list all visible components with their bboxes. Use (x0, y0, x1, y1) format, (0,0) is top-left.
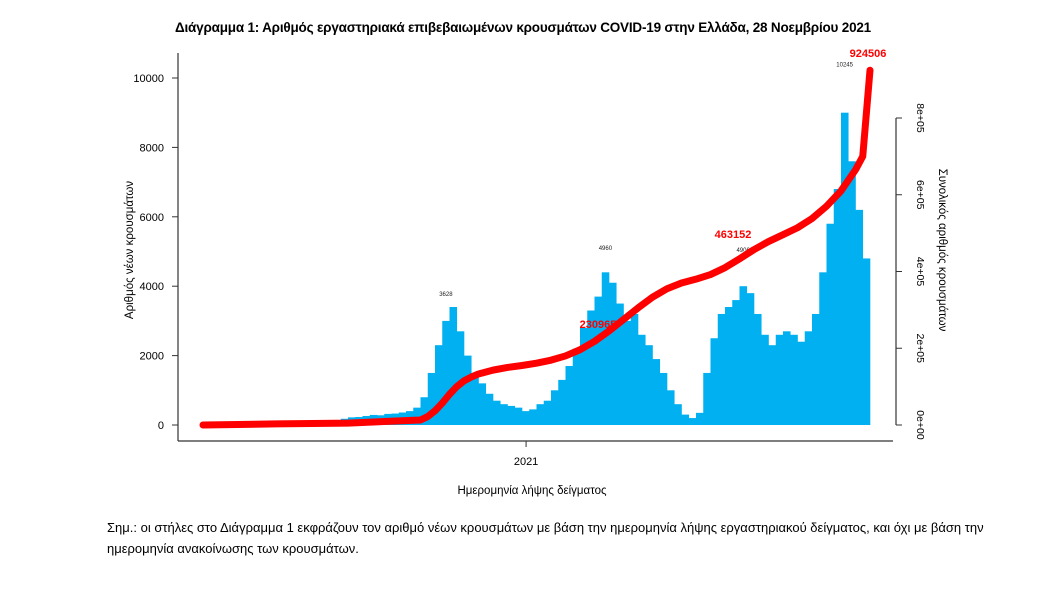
y-axis-label: Αριθμός νέων κρουσμάτων (124, 181, 136, 319)
bar (855, 209, 864, 425)
bar (841, 112, 849, 425)
y-tick-label: 10000 (133, 73, 164, 85)
cumulative-line (199, 66, 874, 429)
bar (485, 393, 494, 425)
bar (427, 372, 436, 425)
cumulative-annotation: 924506 (850, 48, 887, 60)
bar (580, 327, 588, 425)
bar (493, 400, 501, 425)
bar (449, 307, 458, 425)
y2-tick-label: 2e+05 (914, 334, 926, 364)
bar (790, 334, 798, 425)
cumulative-annotation: 463152 (715, 229, 752, 241)
bar (507, 405, 516, 425)
bar (696, 412, 704, 425)
y2-tick-label: 0e+00 (914, 410, 926, 440)
bar (833, 189, 842, 425)
bar (717, 313, 726, 425)
bar (594, 296, 603, 425)
left-axis-ticks: 0 2000 4000 6000 8000 10000 (133, 73, 178, 432)
y2-tick-label: 8e+05 (914, 103, 926, 133)
bar (623, 320, 632, 425)
bar (478, 383, 487, 425)
bar-value-label: 4960 (599, 246, 613, 252)
bar (725, 307, 733, 425)
bar (862, 258, 871, 425)
bar-series (203, 112, 871, 425)
y2-tick-label: 4e+05 (914, 257, 926, 287)
bar (761, 334, 769, 425)
bar (812, 313, 820, 425)
bar (674, 404, 682, 425)
bar (819, 272, 827, 425)
bar (500, 404, 508, 425)
cumulative-annotation: 230965 (580, 319, 617, 331)
bar (659, 372, 668, 425)
bar (797, 341, 806, 425)
bar (471, 372, 479, 425)
peak-labels: 3628 4960 4906 10245 (439, 62, 853, 298)
bar (645, 345, 653, 425)
bar (804, 331, 813, 425)
bar (601, 272, 610, 425)
bar-value-label: 10245 (836, 62, 853, 68)
bar (587, 310, 595, 425)
chart-title: Διάγραμμα 1: Αριθμός εργαστηριακά επιβεβ… (175, 20, 871, 35)
bar (522, 411, 530, 425)
bottom-axis-ticks: 2021 (514, 441, 538, 468)
right-axis-ticks: 0e+00 2e+05 4e+05 6e+05 8e+05 (896, 103, 926, 440)
bar (652, 359, 661, 425)
bar (413, 407, 421, 425)
bar (529, 409, 537, 425)
bar (435, 345, 443, 425)
bar (746, 293, 755, 425)
bar (558, 379, 566, 425)
y-tick-label: 8000 (140, 142, 164, 154)
bar (565, 366, 574, 425)
bar (775, 334, 784, 425)
bar (739, 286, 748, 425)
bar (826, 223, 835, 425)
cumulative-annotations: 230965 463152 924506 (580, 48, 887, 331)
bar (768, 345, 777, 425)
x-axis-label: Ημερομηνία λήψης δείγματος (457, 485, 607, 497)
bar (609, 282, 617, 425)
bar (848, 161, 856, 425)
bar (543, 400, 552, 425)
bar (630, 313, 639, 425)
bar (514, 407, 523, 425)
cumulative-line-series (199, 66, 874, 429)
chart-plot: 3628 4960 4906 10245 230965 463152 924506 0 20… (124, 48, 948, 497)
bar (710, 338, 719, 425)
y-tick-label: 2000 (140, 351, 164, 363)
y-tick-label: 0 (158, 420, 164, 432)
bar (783, 331, 791, 425)
y2-tick-label: 6e+05 (914, 180, 926, 210)
bar (688, 418, 697, 425)
bar (464, 355, 472, 425)
bar (572, 348, 581, 425)
bar (703, 372, 711, 425)
bar (616, 303, 624, 425)
bar (420, 397, 429, 425)
bar (536, 404, 545, 425)
x-tick-label: 2021 (514, 456, 538, 468)
y-tick-label: 4000 (140, 281, 164, 293)
bar (551, 390, 559, 425)
bar (442, 320, 450, 425)
bar (667, 390, 675, 425)
footnote: Σημ.: οι στήλες στο Διάγραμμα 1 εκφράζου… (107, 520, 984, 556)
bar-value-label: 3628 (439, 292, 453, 298)
y2-axis-label: Συνολικός αριθμός κρουσμάτων (936, 169, 948, 332)
bar (732, 300, 740, 425)
bar (456, 331, 465, 425)
y-tick-label: 6000 (140, 212, 164, 224)
bar (681, 414, 690, 425)
bar-value-label: 4906 (736, 248, 750, 254)
bar (754, 313, 762, 425)
bar (638, 334, 646, 425)
